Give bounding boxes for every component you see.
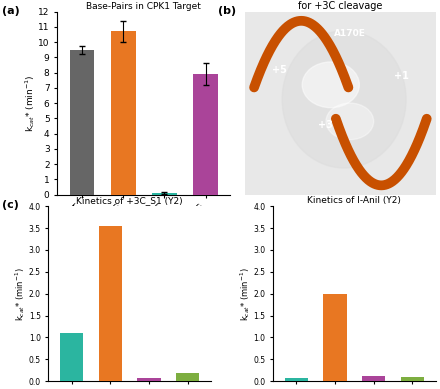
Text: (a): (a) [2,6,20,16]
Bar [401,377,424,381]
Ellipse shape [282,31,406,168]
Y-axis label: k$_{cat}$* (min$^{-1}$): k$_{cat}$* (min$^{-1}$) [238,267,252,321]
Bar [323,294,347,381]
Bar [60,333,83,381]
Bar [137,378,161,381]
Bar [176,373,199,381]
Bar [152,193,177,194]
Text: (c): (c) [2,200,19,210]
Text: +3: +3 [318,120,333,130]
Bar [362,375,385,381]
Title: Kinetics of I-AniI (Y2): Kinetics of I-AniI (Y2) [307,196,401,205]
Text: +1: +1 [394,71,409,81]
Title: Kinetics of I-AniI (Y2) with Single
Base-Pairs in CPK1 Target: Kinetics of I-AniI (Y2) with Single Base… [70,0,217,11]
Bar [99,226,122,381]
Y-axis label: k$_{cat}$* (min$^{-1}$): k$_{cat}$* (min$^{-1}$) [13,267,27,321]
Ellipse shape [302,62,359,108]
Y-axis label: k$_{cat}$* (min$^{-1}$): k$_{cat}$* (min$^{-1}$) [23,74,37,132]
Title: A170E in +3C_S1
for +3C cleavage: A170E in +3C_S1 for +3C cleavage [298,0,382,11]
Text: +5: +5 [272,65,287,75]
Bar [111,32,136,194]
Text: A170E: A170E [334,29,366,38]
Bar [285,378,308,381]
Bar [193,74,218,194]
Bar [70,50,94,194]
Text: (b): (b) [218,6,236,16]
Ellipse shape [326,103,374,140]
Title: Kinetics of +3C_S1 (Y2): Kinetics of +3C_S1 (Y2) [77,196,183,205]
